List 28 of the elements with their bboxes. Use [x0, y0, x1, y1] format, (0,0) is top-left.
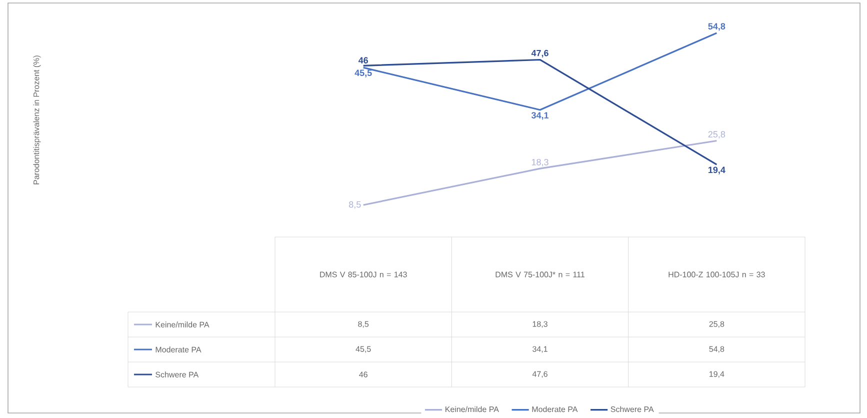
legend-label: Keine/milde PA: [156, 322, 210, 328]
data-label: 54,8: [709, 346, 724, 354]
text: 34,1: [531, 112, 549, 120]
text: 25,8: [708, 131, 726, 139]
text: 45,5: [354, 70, 372, 78]
data-label: 46: [359, 372, 368, 378]
text: Keine/milde PA: [446, 406, 499, 412]
data-label: 47,6: [532, 371, 548, 378]
text: 47,6: [531, 50, 548, 58]
x-tick-label: DMS V 85-100J n = 143: [320, 272, 407, 278]
data-label: 25,8: [709, 321, 724, 328]
data-label: 8,5: [358, 321, 369, 328]
text: 46: [358, 57, 368, 64]
text: Parodontitisprävalenz in Prozent (%): [33, 56, 41, 185]
data-label: 45,5: [356, 346, 371, 354]
text: 54,8: [708, 23, 726, 32]
text: 19,4: [708, 166, 726, 175]
legend-label: Moderate PA: [156, 346, 202, 353]
text: Schwere PA: [156, 372, 199, 378]
data-label: 34,1: [532, 346, 548, 354]
text: Moderate PA: [532, 406, 578, 412]
text: 8,5: [349, 202, 361, 209]
text: 18,3: [532, 159, 548, 167]
data-label: 18,3: [532, 321, 548, 328]
x-tick-label: HD-100-Z 100-105J n = 33: [668, 272, 765, 278]
x-tick-label: DMS V 75-100J* n = 111: [496, 272, 584, 278]
legend-label: Schwere PA: [610, 406, 654, 412]
data-label: 19,4: [710, 371, 724, 378]
